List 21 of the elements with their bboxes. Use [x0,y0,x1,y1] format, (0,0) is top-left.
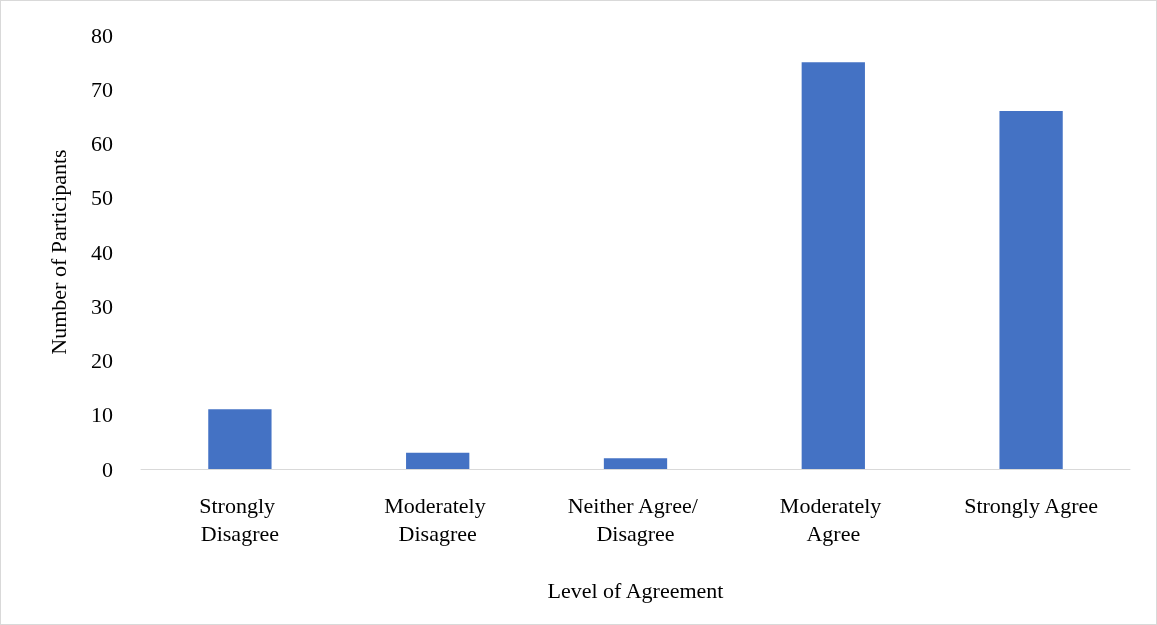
y-tick-label: 80 [91,22,113,48]
bar [999,110,1063,469]
y-tick-label: 20 [91,348,113,373]
x-tick-label: Moderately Agree [779,492,887,546]
y-tick-label: 30 [91,293,113,319]
y-tick-label: 60 [91,131,113,156]
y-axis-title: Number of Participants [45,149,71,355]
y-tick-label: 0 [102,456,113,482]
bar [406,452,470,469]
x-tick-label: Strongly Agree [964,492,1099,518]
x-tick-label: Neither Agree/ Disagree [567,492,704,546]
x-tick-label: Strongly Disagree [199,492,281,546]
y-tick-label: 50 [91,185,113,211]
bar [603,458,668,469]
y-tick-label: 10 [91,402,113,428]
bar [208,409,272,469]
y-tick-label: 70 [91,76,113,102]
bar [801,62,865,469]
x-tick-label: Moderately Disagree [384,492,492,546]
x-axis-title: Level of Agreement [547,577,724,603]
y-tick-label: 40 [91,239,113,265]
